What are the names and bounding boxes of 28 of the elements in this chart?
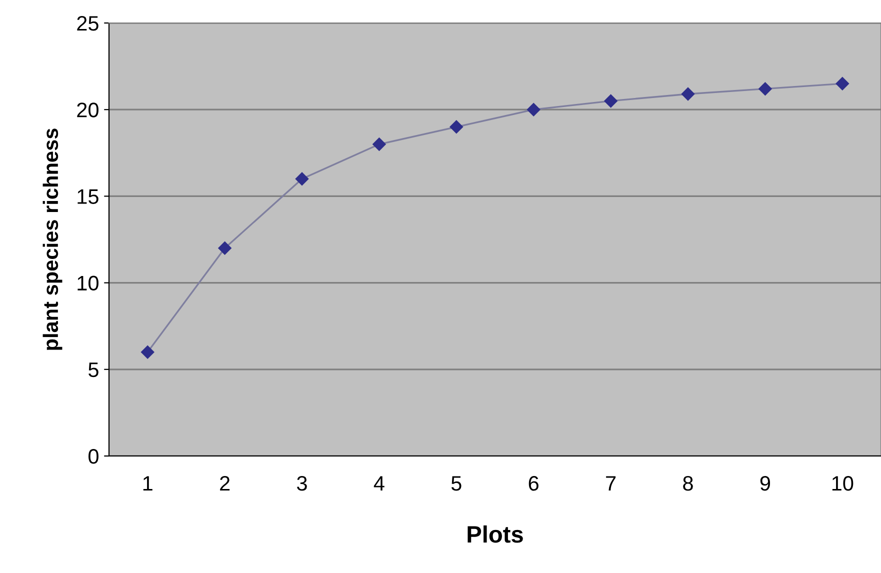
point [141,345,154,359]
y-tick-label: 5 [88,362,98,378]
x-tick-label: 2 [220,476,230,491]
point [372,138,386,151]
point [604,94,618,108]
point [295,172,309,186]
y-tick-label: 20 [77,102,98,118]
x-tick-label: 4 [374,476,384,491]
x-tick-label: 9 [760,476,770,491]
y-axis-title: plant species richness [42,128,62,350]
x-tick-label: 10 [832,476,854,491]
x-tick-label: 1 [143,476,152,491]
x-tick-label: 7 [606,476,616,491]
point [836,77,849,90]
y-tick-label: 25 [77,16,98,31]
x-tick-label: 3 [297,476,307,491]
point [450,120,463,134]
point [758,82,772,96]
x-tick-label: 5 [451,476,462,491]
x-axis-title: Plots [468,525,523,543]
x-tick-label: 8 [683,476,693,491]
y-tick-label: 0 [88,449,98,464]
x-tick-label: 6 [528,476,538,491]
point [218,242,232,255]
y-tick-label: 10 [78,276,98,291]
point [681,87,695,101]
point [527,103,540,116]
y-tick-label: 15 [78,189,98,204]
